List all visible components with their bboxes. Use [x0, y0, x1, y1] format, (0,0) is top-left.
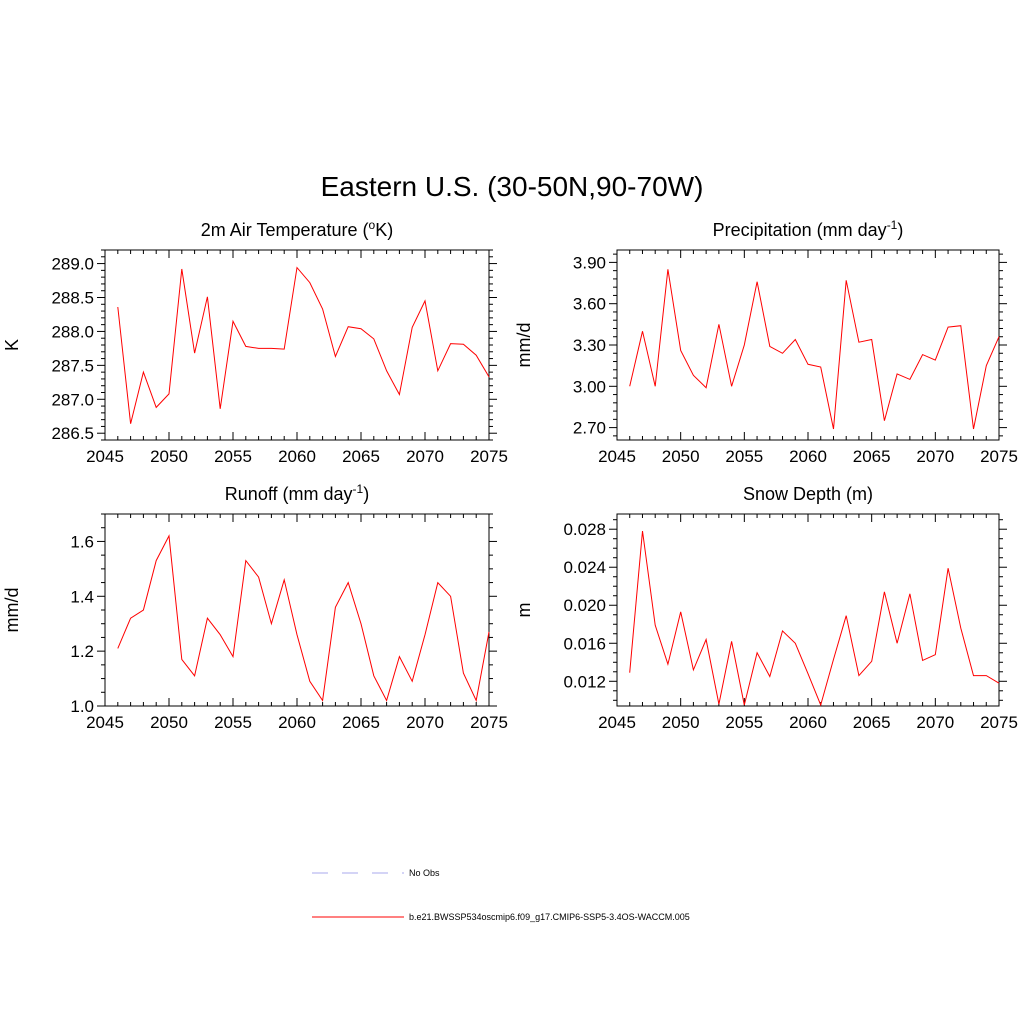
panel-title-unit: )	[897, 220, 903, 240]
y-tick-label: 1.0	[70, 697, 94, 716]
panels: 2m Air Temperature (oK) K 2045 2050 2055 2060…	[2, 218, 1018, 732]
y-tick-label: 286.5	[51, 424, 94, 443]
x-tick-label: 2045	[598, 447, 636, 466]
panel-title: Runoff (mm day-1)	[225, 482, 369, 504]
x-tick-label: 2075	[980, 713, 1018, 732]
y-tick-label: 1.6	[70, 532, 94, 551]
panel-title-superscript: o	[369, 218, 376, 232]
x-tick-label: 2060	[278, 447, 316, 466]
x-tick-label: 2070	[916, 447, 954, 466]
x-tick-label: 2055	[214, 713, 252, 732]
x-tick-label: 2055	[725, 447, 763, 466]
panel-title-text: Snow Depth (m)	[743, 484, 873, 504]
y-tick-label: 2.70	[573, 419, 606, 438]
figure-title: Eastern U.S. (30-50N,90-70W)	[321, 171, 704, 202]
y-axis-label: mm/d	[2, 588, 22, 633]
x-tick-label: 2060	[789, 713, 827, 732]
x-tick-label: 2055	[214, 447, 252, 466]
y-tick-label: 287.0	[51, 390, 94, 409]
y-tick-label: 288.5	[51, 289, 94, 308]
x-tick-label: 2045	[598, 713, 636, 732]
x-tick-label: 2050	[150, 447, 188, 466]
y-tick-label: 288.0	[51, 322, 94, 341]
panel-title-superscript: -1	[887, 218, 898, 232]
x-tick-label: 2050	[662, 713, 700, 732]
x-tick-label: 2060	[278, 713, 316, 732]
legend-obs-label: No Obs	[409, 868, 440, 878]
x-tick-label: 2065	[342, 447, 380, 466]
panel-title: Precipitation (mm day-1)	[713, 218, 904, 240]
y-tick-label: 0.024	[563, 558, 606, 577]
x-tick-label: 2070	[916, 713, 954, 732]
chart-panel-4: Snow Depth (m) m 2045 2050 2055 2060 2065 2070 2…	[514, 484, 1018, 732]
legend-model-label: b.e21.BWSSP534oscmip6.f09_g17.CMIP6-SSP5…	[409, 912, 690, 922]
y-tick-label: 0.012	[563, 672, 606, 691]
x-tick-label: 2075	[980, 447, 1018, 466]
panel-title-superscript: -1	[353, 482, 364, 496]
chart-panel-1: 2m Air Temperature (oK) K 2045 2050 2055 2060…	[2, 218, 508, 466]
y-tick-label: 0.028	[563, 520, 606, 539]
series-line	[117, 534, 490, 703]
y-tick-label: 3.30	[573, 336, 606, 355]
y-tick-label: 0.016	[563, 634, 606, 653]
series-line	[629, 531, 1000, 707]
y-tick-label: 287.5	[51, 356, 94, 375]
panel-title-unit: )	[363, 484, 369, 504]
y-axis-label: m	[514, 603, 534, 618]
chart-panel-3: Runoff (mm day-1) mm/d 2045 2050 2055 2060 206…	[2, 482, 508, 732]
y-tick-label: 1.4	[70, 587, 94, 606]
x-tick-label: 2075	[470, 713, 508, 732]
y-tick-label: 3.00	[573, 377, 606, 396]
x-tick-label: 2050	[150, 713, 188, 732]
plot-frame	[104, 249, 490, 441]
panel-title-text: 2m Air Temperature (	[201, 220, 369, 240]
panel-title-unit: K)	[375, 220, 393, 240]
y-axis-label: mm/d	[514, 323, 534, 368]
panel-title-text: Runoff (mm day	[225, 484, 353, 504]
y-tick-label: 1.2	[70, 642, 94, 661]
y-tick-label: 289.0	[51, 255, 94, 274]
y-tick-label: 3.60	[573, 295, 606, 314]
x-tick-label: 2075	[470, 447, 508, 466]
series-line	[629, 269, 1000, 430]
x-tick-label: 2070	[406, 447, 444, 466]
legend: No Obs b.e21.BWSSP534oscmip6.f09_g17.CMI…	[312, 868, 690, 922]
x-tick-label: 2070	[406, 713, 444, 732]
x-tick-label: 2065	[853, 713, 891, 732]
panel-title: 2m Air Temperature (oK)	[201, 218, 393, 240]
panel-title: Snow Depth (m)	[743, 484, 873, 504]
y-tick-label: 3.90	[573, 253, 606, 272]
chart-panel-2: Precipitation (mm day-1) mm/d 2045 2050 2055…	[514, 218, 1018, 466]
x-tick-label: 2050	[662, 447, 700, 466]
x-tick-label: 2045	[86, 447, 124, 466]
y-axis-label: K	[2, 339, 22, 351]
x-tick-label: 2065	[853, 447, 891, 466]
x-tick-label: 2060	[789, 447, 827, 466]
x-tick-label: 2055	[725, 713, 763, 732]
plot-frame	[616, 249, 1000, 441]
x-tick-label: 2045	[86, 713, 124, 732]
x-tick-label: 2065	[342, 713, 380, 732]
panel-title-text: Precipitation (mm day	[713, 220, 887, 240]
y-tick-label: 0.020	[563, 596, 606, 615]
series-line	[117, 266, 490, 424]
